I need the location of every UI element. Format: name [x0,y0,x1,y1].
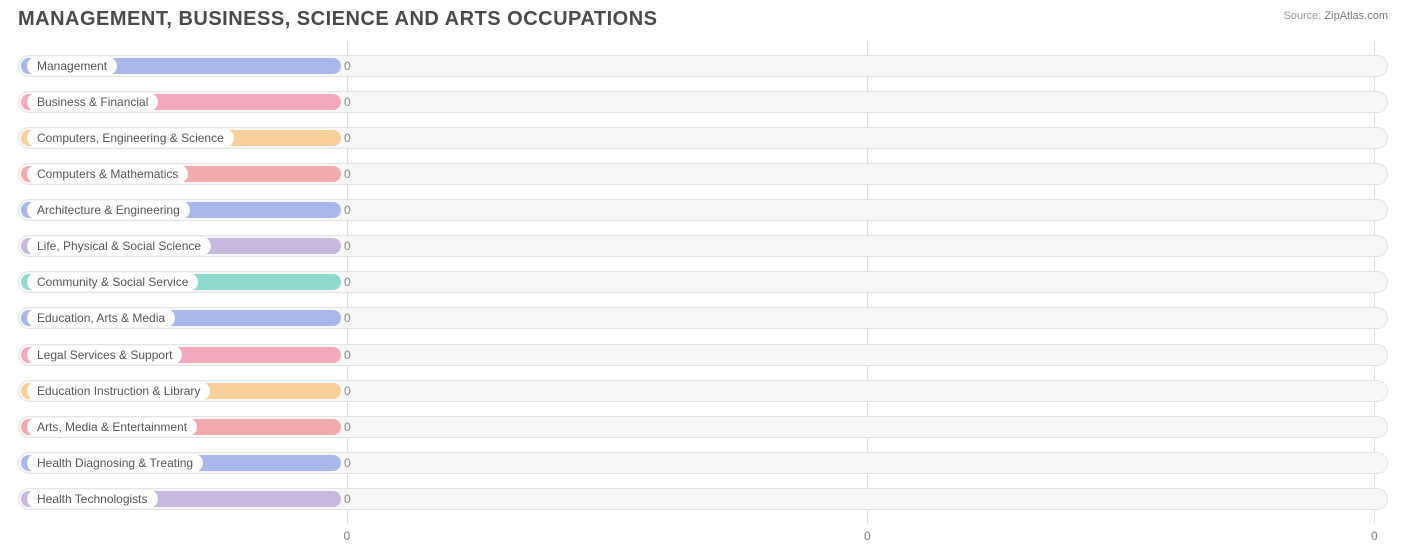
bar-label: Legal Services & Support [27,346,182,364]
bar-row: Legal Services & Support 0 [18,342,1388,368]
chart-plot-area: Management0Business & Financial0Computer… [18,42,1388,523]
bar-value: 0 [344,456,351,470]
bar-row: Architecture & Engineering 0 [18,197,1388,223]
bar-row: Health Technologists 0 [18,486,1388,512]
bar-label: Computers, Engineering & Science [27,129,234,147]
x-axis-label: 0 [1371,529,1378,543]
bar-row: Management 0 [18,53,1388,79]
bar-label: Life, Physical & Social Science [27,237,211,255]
bar-value: 0 [344,239,351,253]
bar-row: Education, Arts & Media 0 [18,305,1388,331]
bar-label: Management [27,57,117,75]
bar-value: 0 [344,384,351,398]
bar-row: Health Diagnosing & Treating 0 [18,450,1388,476]
bar-label: Health Technologists [27,490,158,508]
bars-container: Management0Business & Financial0Computer… [18,42,1388,523]
bar-label: Business & Financial [27,93,158,111]
source-attribution: Source: ZipAtlas.com [1283,10,1388,22]
bar-row: Community & Social Service 0 [18,269,1388,295]
bar-value: 0 [344,59,351,73]
source-value: ZipAtlas.com [1324,10,1388,22]
x-axis-label: 0 [864,529,871,543]
bar-value: 0 [344,131,351,145]
bar-label: Arts, Media & Entertainment [27,418,197,436]
bar-value: 0 [344,203,351,217]
bar-value: 0 [344,492,351,506]
bar-value: 0 [344,311,351,325]
bar-row: Education Instruction & Library 0 [18,378,1388,404]
bar-label: Computers & Mathematics [27,165,188,183]
bar-value: 0 [344,275,351,289]
bar-row: Life, Physical & Social Science 0 [18,233,1388,259]
source-label: Source: [1283,10,1321,22]
x-axis: 0 0 0 [18,529,1388,545]
bar-row: Business & Financial 0 [18,89,1388,115]
bar-label: Education, Arts & Media [27,309,175,327]
bar-value: 0 [344,348,351,362]
bar-label: Health Diagnosing & Treating [27,454,203,472]
x-axis-label: 0 [343,529,350,543]
chart-title: MANAGEMENT, BUSINESS, SCIENCE AND ARTS O… [18,8,657,31]
bar-row: Computers & Mathematics 0 [18,161,1388,187]
bar-label: Community & Social Service [27,273,198,291]
bar-row: Arts, Media & Entertainment 0 [18,414,1388,440]
bar-value: 0 [344,95,351,109]
bar-label: Education Instruction & Library [27,382,210,400]
bar-value: 0 [344,420,351,434]
bar-row: Computers, Engineering & Science 0 [18,125,1388,151]
bar-value: 0 [344,167,351,181]
bar-label: Architecture & Engineering [27,201,190,219]
